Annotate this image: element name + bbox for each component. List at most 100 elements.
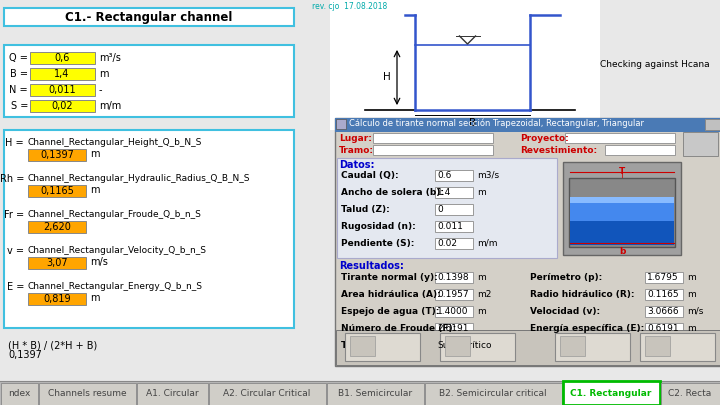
- Bar: [28, 185, 86, 197]
- Text: 0,1397: 0,1397: [40, 150, 74, 160]
- Text: Cálculo de tirante normal sección Trapezoidal, Rectangular, Triangular: Cálculo de tirante normal sección Trapez…: [349, 119, 644, 128]
- Text: H: H: [383, 72, 391, 83]
- Text: 0.011: 0.011: [437, 222, 463, 231]
- Bar: [28, 221, 86, 233]
- Text: C1.- Rectangular channel: C1.- Rectangular channel: [66, 11, 233, 23]
- Bar: [1, 383, 38, 405]
- Text: A2. Circular Critical: A2. Circular Critical: [223, 388, 311, 397]
- Bar: [337, 158, 557, 258]
- Text: Espejo de agua (T):: Espejo de agua (T):: [341, 307, 439, 316]
- Text: 0.1165: 0.1165: [647, 290, 679, 299]
- Text: 0: 0: [437, 205, 443, 214]
- Text: B: B: [469, 118, 476, 128]
- Text: Datos:: Datos:: [339, 160, 374, 170]
- Bar: [605, 145, 675, 155]
- Text: m³/s: m³/s: [99, 53, 121, 63]
- Text: m: m: [687, 273, 696, 282]
- Bar: [645, 323, 683, 334]
- Text: 0,1397: 0,1397: [8, 350, 42, 360]
- Bar: [4, 8, 294, 26]
- Bar: [435, 238, 473, 249]
- Text: Tirante normal (y):: Tirante normal (y):: [341, 273, 438, 282]
- Text: Tramo:: Tramo:: [339, 146, 374, 155]
- Text: N =: N =: [9, 85, 28, 95]
- Text: Area hidráulica (A):: Area hidráulica (A):: [341, 290, 441, 299]
- Text: Fr =: Fr =: [4, 210, 24, 220]
- Text: m/m: m/m: [99, 101, 121, 111]
- Bar: [445, 336, 470, 356]
- Text: m: m: [99, 69, 109, 79]
- Bar: [435, 272, 473, 283]
- Text: Perímetro (p):: Perímetro (p):: [530, 273, 602, 282]
- Text: m: m: [477, 273, 486, 282]
- Text: Tipo de flujo:: Tipo de flujo:: [341, 341, 408, 350]
- Text: 1.4000: 1.4000: [437, 307, 469, 316]
- Bar: [28, 257, 86, 269]
- Bar: [570, 197, 674, 221]
- Bar: [563, 162, 681, 255]
- Text: rev. cjo  17.08.2018: rev. cjo 17.08.2018: [312, 2, 387, 11]
- Bar: [425, 383, 562, 405]
- Text: C2. Recta: C2. Recta: [668, 388, 711, 397]
- Bar: [39, 383, 136, 405]
- Text: Channel_Rectangular_Hydraulic_Radius_Q_B_N_S: Channel_Rectangular_Hydraulic_Radius_Q_B…: [28, 174, 251, 183]
- Bar: [570, 197, 674, 203]
- Text: 0.1957: 0.1957: [437, 290, 469, 299]
- Bar: [640, 333, 715, 361]
- Text: m2: m2: [477, 290, 491, 299]
- Text: 0,02: 0,02: [51, 101, 73, 111]
- Bar: [330, 0, 600, 130]
- Text: m: m: [477, 307, 486, 316]
- Bar: [645, 272, 683, 283]
- Bar: [373, 145, 493, 155]
- Bar: [645, 336, 670, 356]
- Text: S =: S =: [11, 101, 28, 111]
- Text: -: -: [99, 85, 102, 95]
- Text: m/s: m/s: [687, 307, 703, 316]
- Bar: [645, 289, 683, 300]
- Text: m/s: m/s: [90, 257, 108, 267]
- Bar: [209, 383, 326, 405]
- Text: T: T: [619, 167, 625, 176]
- Bar: [327, 383, 424, 405]
- Bar: [0, 381, 720, 405]
- Text: (H * B) / (2*H + B): (H * B) / (2*H + B): [8, 340, 97, 350]
- Bar: [435, 340, 510, 351]
- Bar: [28, 293, 86, 305]
- Bar: [565, 133, 675, 143]
- Text: 3.0666: 3.0666: [647, 307, 679, 316]
- Text: Checking against Hcana: Checking against Hcana: [600, 60, 710, 69]
- Text: 1.6795: 1.6795: [647, 273, 679, 282]
- Text: Rugosidad (n):: Rugosidad (n):: [341, 222, 415, 231]
- Bar: [569, 178, 675, 247]
- Text: m: m: [90, 293, 99, 303]
- Text: Número de Froude (F):: Número de Froude (F):: [341, 324, 456, 333]
- Text: Channel_Rectangular_Froude_Q_b_n_S: Channel_Rectangular_Froude_Q_b_n_S: [28, 210, 202, 219]
- Text: C1. Rectangular: C1. Rectangular: [570, 388, 652, 397]
- Text: m: m: [90, 185, 99, 195]
- Text: 0,819: 0,819: [43, 294, 71, 304]
- Text: E =: E =: [6, 282, 24, 292]
- Bar: [435, 221, 473, 232]
- Text: Channel_Rectangular_Energy_Q_b_n_S: Channel_Rectangular_Energy_Q_b_n_S: [28, 282, 203, 291]
- Bar: [373, 133, 493, 143]
- Text: m: m: [687, 324, 696, 333]
- Text: A1. Circular: A1. Circular: [145, 388, 198, 397]
- Text: Talud (Z):: Talud (Z):: [341, 205, 390, 214]
- Text: ndex: ndex: [8, 388, 30, 397]
- Text: Channel_Rectangular_Height_Q_b_N_S: Channel_Rectangular_Height_Q_b_N_S: [28, 138, 202, 147]
- Bar: [435, 187, 473, 198]
- Text: 0.02: 0.02: [437, 239, 457, 248]
- Bar: [30, 52, 95, 64]
- Text: 0,6: 0,6: [54, 53, 70, 63]
- Bar: [435, 306, 473, 317]
- Bar: [555, 333, 630, 361]
- Bar: [435, 323, 473, 334]
- Text: B2. Semicircular critical: B2. Semicircular critical: [439, 388, 546, 397]
- Bar: [345, 333, 420, 361]
- Bar: [335, 118, 720, 366]
- Text: 0.1398: 0.1398: [437, 273, 469, 282]
- Text: Channel_Rectangular_Velocity_Q_b_n_S: Channel_Rectangular_Velocity_Q_b_n_S: [28, 246, 207, 255]
- Bar: [30, 68, 95, 80]
- Text: Q =: Q =: [9, 53, 28, 63]
